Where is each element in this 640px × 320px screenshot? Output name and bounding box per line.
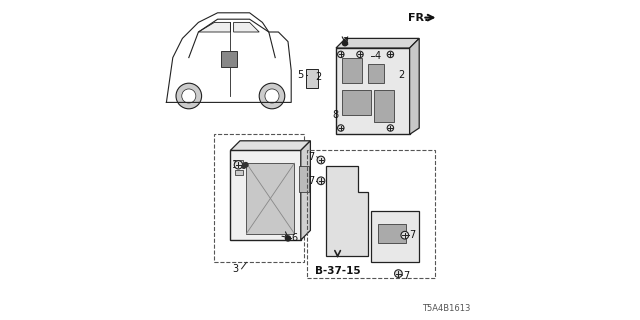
Text: 2: 2 [315, 72, 321, 82]
Bar [378, 224, 406, 243]
Bar [306, 69, 319, 88]
Circle shape [401, 231, 409, 239]
Bar [214, 134, 304, 262]
Text: 2: 2 [398, 70, 404, 80]
Text: 7: 7 [410, 230, 416, 240]
Text: T5A4B1613: T5A4B1613 [422, 304, 471, 313]
Circle shape [285, 236, 291, 241]
Bar [371, 211, 419, 262]
Text: 8: 8 [332, 110, 339, 120]
Polygon shape [230, 141, 310, 150]
Circle shape [338, 51, 344, 58]
Text: FR.: FR. [408, 12, 429, 23]
Text: 7: 7 [308, 152, 315, 162]
Bar [368, 64, 384, 83]
Bar [221, 51, 237, 67]
Polygon shape [198, 22, 230, 32]
Text: 2: 2 [342, 36, 348, 47]
Text: 1: 1 [232, 160, 239, 170]
Polygon shape [234, 22, 259, 32]
Circle shape [317, 156, 325, 164]
Text: 7: 7 [308, 176, 314, 186]
Circle shape [387, 125, 394, 131]
Text: 5: 5 [297, 70, 303, 80]
Text: 3: 3 [232, 264, 239, 274]
Circle shape [234, 161, 243, 169]
Circle shape [342, 41, 348, 46]
Circle shape [182, 89, 196, 103]
Bar [307, 150, 435, 278]
Polygon shape [326, 166, 368, 256]
Polygon shape [301, 141, 310, 240]
Circle shape [317, 177, 325, 185]
Bar [374, 90, 394, 122]
Text: 7: 7 [403, 271, 410, 281]
Circle shape [259, 83, 285, 109]
Circle shape [357, 51, 364, 58]
Text: B-37-15: B-37-15 [315, 266, 360, 276]
Bar [342, 90, 371, 115]
Circle shape [242, 164, 246, 168]
Bar [236, 160, 243, 166]
Text: 6: 6 [292, 233, 298, 244]
Text: 4: 4 [375, 51, 381, 61]
Circle shape [387, 51, 394, 58]
Bar [342, 58, 362, 83]
Circle shape [265, 89, 279, 103]
Polygon shape [410, 38, 419, 134]
Polygon shape [336, 38, 419, 48]
Polygon shape [230, 150, 301, 240]
Bar [300, 166, 308, 192]
Circle shape [394, 270, 402, 277]
Circle shape [176, 83, 202, 109]
Bar [246, 163, 294, 234]
Polygon shape [336, 48, 410, 134]
Bar [236, 170, 243, 175]
Circle shape [338, 125, 344, 131]
Circle shape [243, 163, 248, 167]
